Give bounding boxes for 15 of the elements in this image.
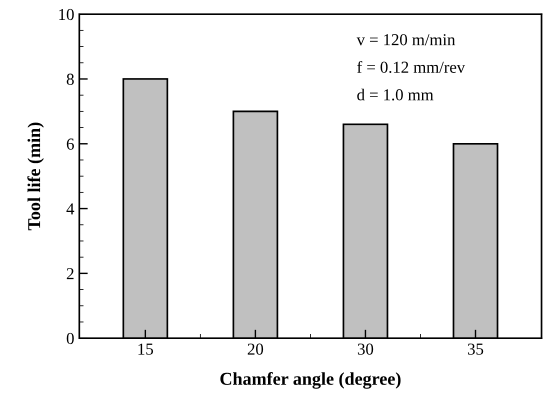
y-tick-label: 8 [66, 74, 74, 85]
y-tick-label: 2 [66, 268, 74, 280]
annotation: f = 0.12 mm/rev [357, 60, 466, 73]
y-tick-label: 6 [66, 138, 74, 150]
y-tick-label: 0 [66, 332, 74, 344]
annotation: v = 120 m/min [356, 34, 456, 46]
x-tick-label: 20 [248, 344, 264, 355]
x-tick-label: 30 [358, 344, 374, 355]
x-tick-label: 35 [468, 344, 484, 355]
x-tick-label: 15 [138, 344, 154, 355]
y-tick-label: 4 [66, 203, 74, 214]
x-axis-title: Chamfer angle (degree) [220, 372, 401, 389]
annotation: d = 1.0 mm [357, 88, 434, 100]
y-tick-label: 10 [59, 8, 74, 20]
y-axis-title: Tool life (min) [27, 122, 44, 230]
